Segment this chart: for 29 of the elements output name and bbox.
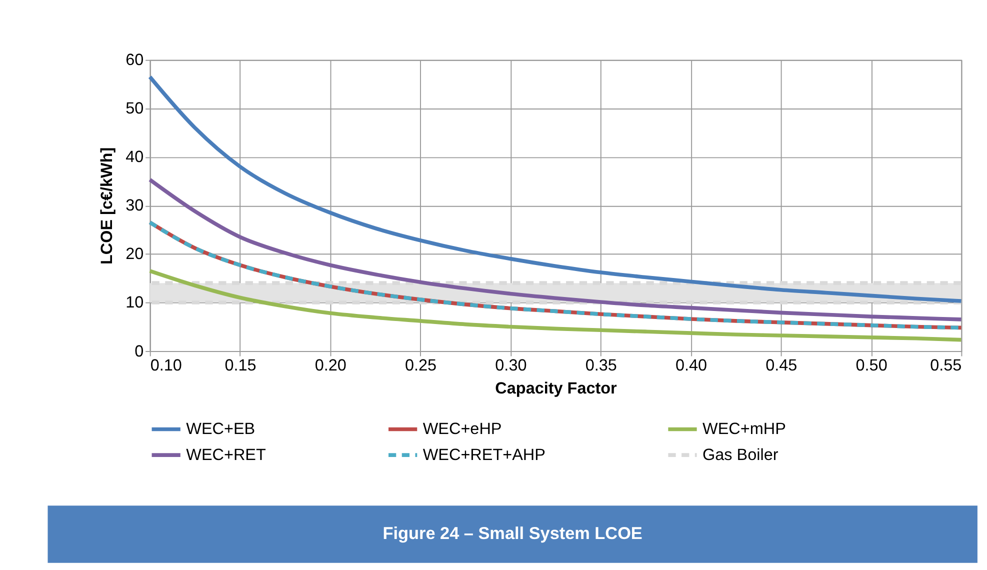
- x-tick-label: 0.15: [224, 356, 256, 375]
- line-series: [148, 74, 964, 303]
- x-tick-label: 0.25: [405, 356, 437, 375]
- y-tick-label: 50: [126, 100, 144, 118]
- legend-label: WEC+RET: [186, 446, 266, 464]
- legend-label: WEC+mHP: [702, 420, 786, 438]
- x-tick-label: 0.45: [766, 356, 798, 375]
- y-tick-label: 40: [126, 148, 144, 166]
- y-tick-label: 20: [126, 245, 144, 264]
- y-tick-label: 30: [126, 196, 144, 215]
- y-axis-title: LCOE [c€/kWh]: [98, 147, 116, 264]
- legend-label: WEC+eHP: [422, 420, 502, 438]
- x-tick-label: 0.50: [856, 356, 888, 375]
- x-tick-label: 0.55: [930, 356, 962, 375]
- x-tick-label: 0.30: [495, 356, 527, 375]
- y-tick-label: 60: [126, 51, 144, 70]
- line-series: [148, 269, 964, 342]
- text: Figure 24 – Small System LCOE: [382, 523, 642, 544]
- x-tick-label: 0.10: [150, 356, 182, 375]
- legend-label: Gas Boiler: [702, 446, 779, 464]
- legend-label: WEC+EB: [186, 420, 256, 438]
- y-tick-label: 10: [126, 294, 144, 312]
- x-tick-label: 0.20: [314, 356, 346, 375]
- x-tick-label: 0.35: [585, 356, 617, 375]
- x-axis-title: Capacity Factor: [495, 379, 618, 398]
- line-series: [148, 178, 964, 322]
- legend-label: WEC+RET+AHP: [422, 446, 546, 464]
- x-tick-label: 0.40: [675, 356, 708, 375]
- y-tick-label: 0: [134, 342, 144, 360]
